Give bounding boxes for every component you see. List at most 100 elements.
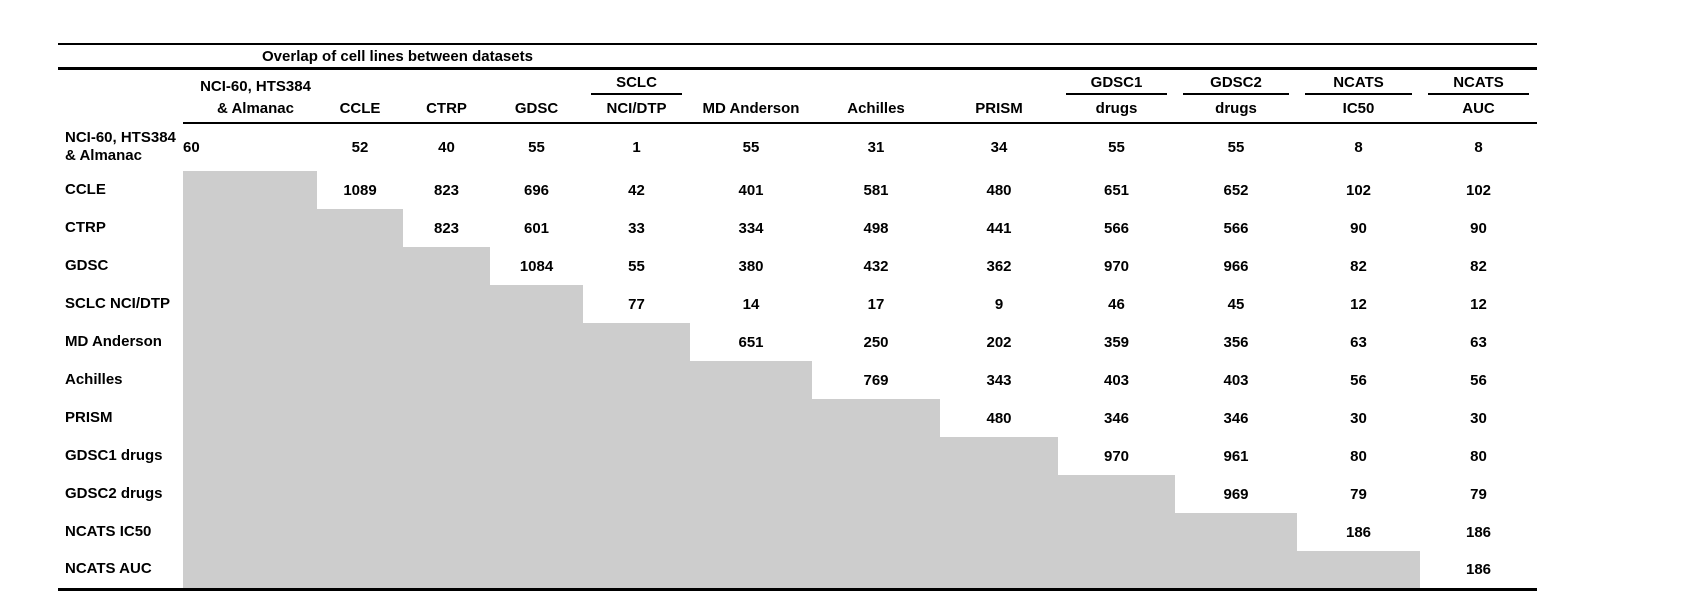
shaded-cell	[403, 361, 490, 399]
column-header-ncats-ic50: IC50	[1297, 95, 1420, 124]
shaded-cell	[690, 437, 812, 475]
shaded-cell	[690, 361, 812, 399]
column-header-ctrp: CTRP	[403, 95, 490, 124]
overlap-value-cell: 9	[994, 295, 1004, 313]
overlap-value-cell: 769	[863, 371, 889, 389]
overlap-value-cell: 346	[1223, 409, 1249, 427]
shaded-cell	[317, 399, 403, 437]
overlap-value-cell: 346	[1103, 409, 1130, 427]
row-label-line: PRISM	[65, 409, 113, 426]
column-header-achilles: Achilles	[812, 95, 940, 124]
overlap-value-cell: 601	[523, 219, 550, 237]
column-header-prism: PRISM	[940, 95, 1058, 124]
shaded-cell	[812, 513, 940, 551]
overlap-value-cell: 480	[986, 181, 1012, 199]
header-row-line1: NCI-60, HTS384 SCLC GDSC1 GDSC2 NCATS NCATS	[58, 70, 1537, 95]
overlap-value-cell: 186	[1465, 560, 1492, 578]
table-row-ncats-auc: NCATS AUC 186	[58, 551, 1537, 589]
overlap-value-cell: 55	[1108, 139, 1125, 156]
row-label-line: CTRP	[65, 219, 106, 236]
shaded-cell	[183, 437, 317, 475]
shaded-cell	[490, 475, 583, 513]
table-row-md-anderson: MD Anderson 651 250 202 359 356 63 63	[58, 323, 1537, 361]
shaded-cell	[1297, 551, 1420, 589]
column-header-nci60-almanac: & Almanac	[183, 95, 317, 124]
overlap-value-cell: 1	[632, 139, 641, 156]
overlap-value-cell: 60	[183, 139, 200, 156]
shaded-cell	[490, 285, 583, 323]
row-label-line: MD Anderson	[65, 333, 162, 350]
row-label-ncats-auc: NCATS AUC	[58, 551, 183, 589]
overlap-value-cell: 961	[1223, 447, 1249, 465]
table-row-ccle: CCLE 1089 823 696 42 401 581 480 651 652 102 102	[58, 171, 1537, 209]
overlap-value-cell: 46	[1108, 295, 1125, 313]
shaded-cell	[317, 361, 403, 399]
column-header-ccle: CCLE	[317, 95, 403, 124]
row-label-line: & Almanac	[65, 147, 142, 164]
row-label-line: SCLC NCI/DTP	[65, 295, 170, 312]
row-label-gdsc: GDSC	[58, 247, 183, 285]
row-label-achilles: Achilles	[58, 361, 183, 399]
row-label-line: NCATS IC50	[65, 523, 152, 540]
overlap-value-cell: 42	[628, 181, 645, 199]
shaded-cell	[183, 323, 317, 361]
shaded-cell	[1058, 513, 1175, 551]
column-header-md-anderson: MD Anderson	[690, 95, 812, 124]
column-header-gdsc1-drugs: drugs	[1058, 95, 1175, 124]
table-row-sclc-ncidtp: SCLC NCI/DTP 77 14 17 9 46 45 12 12	[58, 285, 1537, 323]
row-label-md-anderson: MD Anderson	[58, 323, 183, 361]
overlap-value-cell: 82	[1470, 257, 1487, 275]
overlap-value-cell: 970	[1103, 447, 1130, 465]
column-header-ncats-auc-line1: NCATS	[1420, 70, 1537, 95]
column-header-ctrp-line1	[403, 70, 490, 95]
overlap-value-cell: 380	[738, 257, 764, 275]
table-row-gdsc2-drugs: GDSC2 drugs 969 79 79	[58, 475, 1537, 513]
overlap-value-cell: 566	[1103, 219, 1130, 237]
row-label-prism: PRISM	[58, 399, 183, 437]
overlap-value-cell: 102	[1465, 181, 1492, 199]
shaded-cell	[183, 171, 317, 209]
overlap-value-cell: 56	[1470, 371, 1487, 389]
shaded-cell	[1058, 551, 1175, 589]
overlap-value-cell: 82	[1350, 257, 1367, 275]
column-group-underline: NCATS	[1428, 74, 1529, 95]
column-header-gdsc2-drugs: drugs	[1175, 95, 1297, 124]
shaded-cell	[583, 361, 690, 399]
table-title: Overlap of cell lines between datasets	[262, 47, 533, 65]
column-header-gdsc-line1	[490, 70, 583, 95]
overlap-table: NCI-60, HTS384 SCLC GDSC1 GDSC2 NCATS NCATS & …	[58, 70, 1537, 591]
overlap-value-cell: 362	[986, 257, 1012, 275]
shaded-cell	[940, 475, 1058, 513]
overlap-value-cell: 80	[1470, 447, 1487, 465]
overlap-value-cell: 696	[523, 181, 550, 199]
overlap-value-cell: 30	[1350, 409, 1367, 427]
overlap-value-cell: 40	[438, 139, 455, 156]
shaded-cell	[317, 551, 403, 589]
overlap-value-cell: 8	[1354, 139, 1363, 156]
overlap-value-cell: 356	[1223, 333, 1249, 351]
overlap-value-cell: 823	[433, 181, 460, 199]
column-header-gdsc1-drugs-line1: GDSC1	[1058, 70, 1175, 95]
shaded-cell	[317, 285, 403, 323]
overlap-value-cell: 581	[863, 181, 889, 199]
table-row-nci60-almanac: NCI-60, HTS384 & Almanac 60 52 40 55 1 55 31 34 55…	[58, 123, 1537, 171]
overlap-value-cell: 79	[1350, 485, 1367, 503]
overlap-value-cell: 250	[863, 333, 889, 351]
row-label-line: GDSC1 drugs	[65, 447, 163, 464]
column-header-nci60-almanac-line1: NCI-60, HTS384	[200, 78, 311, 95]
shaded-cell	[183, 209, 317, 247]
overlap-value-cell: 17	[867, 295, 885, 313]
shaded-cell	[183, 361, 317, 399]
shaded-cell	[812, 475, 940, 513]
shaded-cell	[403, 437, 490, 475]
overlap-value-cell: 186	[1465, 523, 1492, 541]
overlap-value-cell: 33	[628, 219, 645, 237]
overlap-value-cell: 55	[742, 139, 760, 156]
overlap-value-cell: 30	[1470, 409, 1487, 427]
overlap-value-cell: 1084	[519, 257, 554, 275]
overlap-value-cell: 359	[1103, 333, 1130, 351]
column-header-gdsc2-drugs-line1: GDSC2	[1175, 70, 1297, 95]
shaded-cell	[403, 475, 490, 513]
row-label-line: GDSC2 drugs	[65, 485, 163, 502]
overlap-value-cell: 202	[986, 333, 1012, 351]
